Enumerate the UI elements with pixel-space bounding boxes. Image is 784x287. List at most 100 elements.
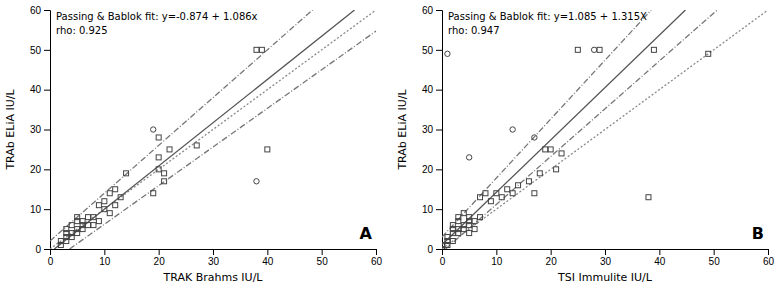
- x-tick-label: 0: [48, 256, 54, 267]
- x-tick: 40: [654, 249, 666, 267]
- y-tick-mark: [44, 50, 50, 51]
- square-point: [118, 195, 123, 200]
- x-tick-label: 10: [491, 256, 503, 267]
- panel: 01020304050600102030405060TSI Immulite I…: [396, 5, 774, 284]
- square-point: [442, 243, 445, 248]
- square-point: [113, 187, 118, 192]
- square-point: [107, 191, 112, 196]
- square-point: [86, 223, 91, 228]
- y-tick: 60: [422, 5, 442, 16]
- x-tick-label: 40: [654, 256, 666, 267]
- circle-point: [151, 127, 156, 132]
- square-point: [151, 191, 156, 196]
- square-point: [483, 191, 488, 196]
- square-point: [505, 187, 510, 192]
- square-point: [162, 179, 167, 184]
- square-point: [86, 215, 91, 220]
- y-tick-label: 0: [35, 244, 41, 255]
- x-axis-line: [443, 250, 769, 256]
- square-point: [124, 171, 129, 176]
- x-tick: 50: [709, 249, 721, 267]
- square-point: [554, 167, 559, 172]
- square-point: [706, 51, 711, 56]
- square-point: [156, 167, 161, 172]
- x-tick: 0: [48, 249, 54, 267]
- y-tick-label: 40: [422, 84, 434, 95]
- square-point: [445, 235, 450, 240]
- x-tick-label: 40: [262, 256, 274, 267]
- square-point: [107, 211, 112, 216]
- x-tick-label: 50: [709, 256, 721, 267]
- plot-area: [50, 10, 376, 249]
- panel-label: A: [360, 224, 373, 243]
- y-tick-mark: [436, 169, 442, 170]
- square-point: [80, 219, 85, 224]
- square-point: [156, 135, 161, 140]
- y-tick: 60: [30, 5, 50, 16]
- y-tick: 20: [422, 164, 442, 175]
- square-point: [467, 215, 472, 220]
- x-tick-label: 10: [99, 256, 111, 267]
- y-tick: 20: [30, 164, 50, 175]
- x-tick-mark: [768, 249, 769, 255]
- square-point: [91, 223, 96, 228]
- x-tick-label: 60: [371, 256, 383, 267]
- scatter-series: [151, 127, 260, 184]
- square-point: [510, 191, 515, 196]
- square-point: [478, 195, 483, 200]
- y-tick-mark: [44, 249, 50, 250]
- x-axis: 0 10 20 30 40 50 60: [48, 249, 383, 267]
- x-tick-mark: [659, 249, 660, 255]
- x-tick: 10: [99, 249, 111, 267]
- y-tick-label: 50: [30, 45, 42, 56]
- square-point: [58, 239, 63, 244]
- line: [446, 10, 718, 249]
- y-tick: 40: [422, 84, 442, 95]
- square-point: [96, 219, 101, 224]
- title: Passing & Bablok fit: y=1.085 + 1.315X: [448, 11, 647, 22]
- square-point: [499, 195, 504, 200]
- square-point: [156, 155, 161, 160]
- y-tick-label: 40: [30, 84, 42, 95]
- y-tick-mark: [436, 130, 442, 131]
- line: [442, 10, 651, 237]
- y-tick: 0: [427, 244, 442, 255]
- square-point: [69, 223, 74, 228]
- y-tick-label: 60: [422, 5, 434, 16]
- x-tick-label: 50: [317, 256, 329, 267]
- square-point: [461, 211, 466, 216]
- square-point: [532, 191, 537, 196]
- x-tick: 0: [440, 249, 446, 267]
- y-tick-label: 50: [422, 45, 434, 56]
- x-axis-line: [51, 250, 377, 256]
- y-tick: 0: [35, 244, 50, 255]
- x-tick: 60: [763, 249, 775, 267]
- x-tick-label: 30: [208, 256, 220, 267]
- y-tick: 50: [30, 45, 50, 56]
- square-point: [102, 207, 107, 212]
- x-tick-label: 0: [440, 256, 446, 267]
- x-tick: 60: [371, 249, 383, 267]
- square-point: [113, 203, 118, 208]
- square-point: [64, 227, 69, 232]
- y-tick-mark: [436, 249, 442, 250]
- x-tick: 20: [154, 249, 166, 267]
- y-tick-mark: [44, 169, 50, 170]
- square-point: [450, 239, 455, 244]
- x-tick-mark: [551, 249, 552, 255]
- subtitle: rho: 0.925: [56, 25, 108, 36]
- square-point: [597, 47, 602, 52]
- square-point: [516, 183, 521, 188]
- x-tick: 10: [491, 249, 503, 267]
- x-tick-mark: [322, 249, 323, 255]
- square-point: [472, 219, 477, 224]
- x-tick-mark: [376, 249, 377, 255]
- scatter-series: [442, 47, 711, 249]
- square-point: [259, 47, 264, 52]
- x-tick-label: 20: [154, 256, 166, 267]
- square-point: [646, 195, 651, 200]
- square-point: [265, 147, 270, 152]
- square-point: [254, 47, 259, 52]
- y-axis-line: [44, 11, 51, 250]
- y-tick: 10: [30, 204, 50, 215]
